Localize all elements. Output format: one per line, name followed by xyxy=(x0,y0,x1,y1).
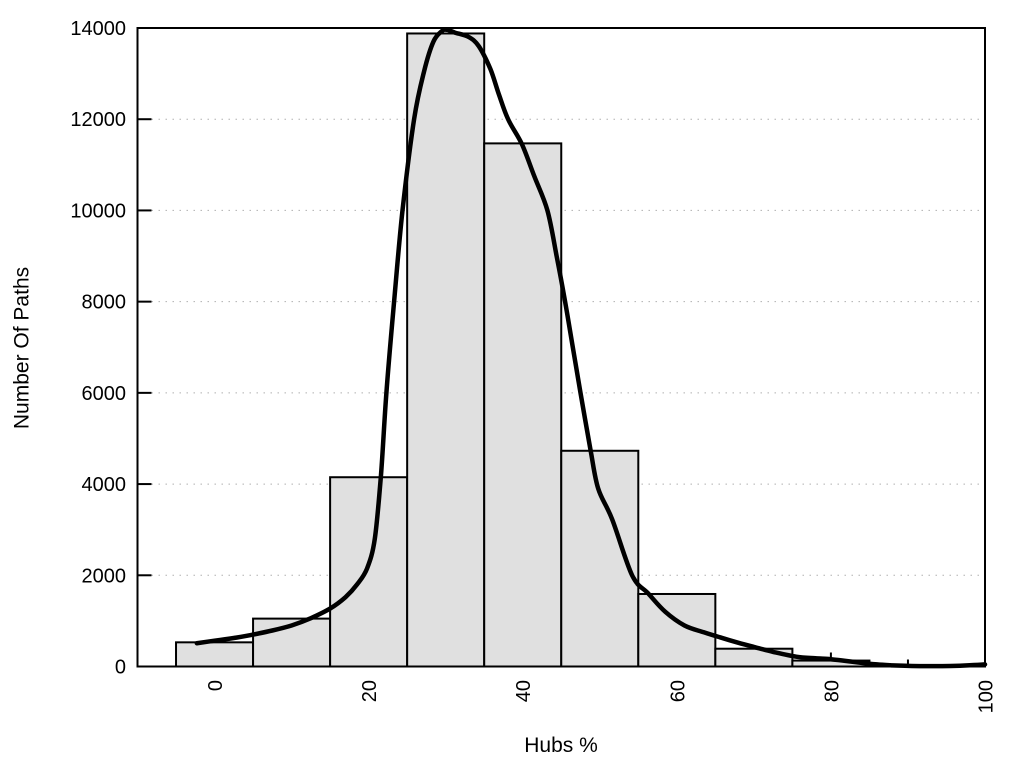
y-axis-title: Number Of Paths xyxy=(11,267,34,429)
plot-frame-layer xyxy=(136,27,986,668)
gridlines-layer xyxy=(137,118,985,576)
x-axis-title: Hubs % xyxy=(524,734,598,757)
y-tick-label: 2000 xyxy=(82,565,127,587)
tick-labels-layer: 0 2000 4000 6000 8000 10000 12000 14000 0 20 40 60 8… xyxy=(70,18,997,713)
histogram-bar xyxy=(329,476,409,668)
density-curve-layer xyxy=(194,27,988,669)
x-tick-label: 80 xyxy=(821,680,843,702)
y-tick-label: 12000 xyxy=(70,109,126,131)
histogram-bar xyxy=(175,641,255,668)
x-tick-label: 20 xyxy=(359,680,381,702)
plot-frame xyxy=(136,27,986,668)
x-tick-label: 100 xyxy=(976,680,998,713)
histogram-bar xyxy=(406,32,486,668)
x-tick-label: 60 xyxy=(667,680,689,702)
y-tick-label: 10000 xyxy=(70,200,126,222)
density-curve xyxy=(194,27,988,669)
y-tick-label: 8000 xyxy=(82,292,127,314)
histogram-bars-layer xyxy=(175,32,871,668)
y-tick-label: 4000 xyxy=(82,474,127,496)
y-tick-label: 0 xyxy=(115,657,126,679)
x-tick-label: 0 xyxy=(205,680,227,691)
y-tick-label: 6000 xyxy=(82,383,127,405)
x-tick-label: 40 xyxy=(513,680,535,702)
histogram-bar xyxy=(483,142,563,668)
y-tick-label: 14000 xyxy=(70,18,126,40)
